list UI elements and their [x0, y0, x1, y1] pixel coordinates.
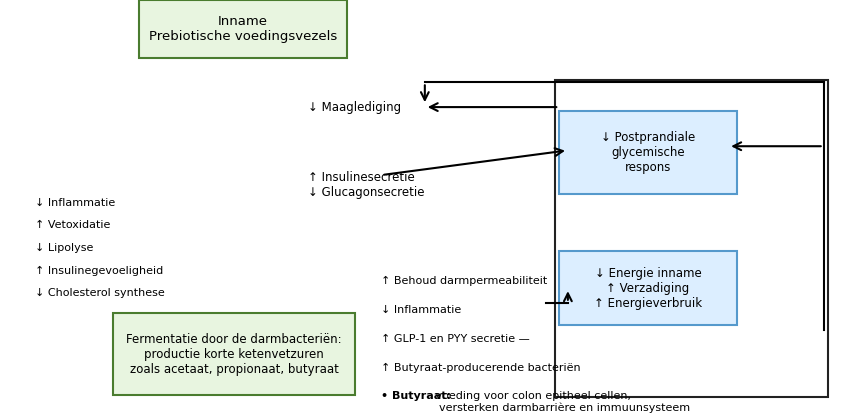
FancyBboxPatch shape [139, 0, 347, 58]
Text: ↑ GLP-1 en PYY secretie —: ↑ GLP-1 en PYY secretie — [381, 334, 531, 344]
Text: • Butyraat:: • Butyraat: [381, 391, 452, 401]
FancyBboxPatch shape [113, 313, 355, 395]
Text: Fermentatie door de darmbacteriën:
productie korte ketenvetzuren
zoals acetaat, : Fermentatie door de darmbacteriën: produ… [127, 333, 342, 376]
FancyBboxPatch shape [559, 111, 737, 194]
Text: ↓ Maaglediging: ↓ Maaglediging [308, 101, 401, 114]
Text: ↓ Inflammatie: ↓ Inflammatie [381, 305, 462, 315]
Text: ↑ Behoud darmpermeabiliteit: ↑ Behoud darmpermeabiliteit [381, 276, 548, 286]
FancyBboxPatch shape [559, 251, 737, 325]
Text: ↑ Insulinesecretie
↓ Glucagonsecretie: ↑ Insulinesecretie ↓ Glucagonsecretie [308, 171, 424, 199]
Text: ↓ Postprandiale
glycemische
respons: ↓ Postprandiale glycemische respons [601, 131, 695, 174]
Text: voeding voor colon epitheel cellen,
  versterken darmbarrière en immuunsysteem: voeding voor colon epitheel cellen, vers… [432, 391, 690, 413]
Text: Inname
Prebiotische voedingsvezels: Inname Prebiotische voedingsvezels [148, 15, 337, 43]
Text: ↑ Vetoxidatie: ↑ Vetoxidatie [35, 220, 110, 230]
Text: ↓ Lipolyse: ↓ Lipolyse [35, 243, 93, 253]
Text: ↓ Energie inname
↑ Verzadiging
↑ Energieverbruik: ↓ Energie inname ↑ Verzadiging ↑ Energie… [594, 267, 702, 310]
Text: ↓ Cholesterol synthese: ↓ Cholesterol synthese [35, 288, 165, 298]
Text: ↑ Insulinegevoeligheid: ↑ Insulinegevoeligheid [35, 266, 163, 276]
Text: ↓ Inflammatie: ↓ Inflammatie [35, 198, 115, 208]
Text: ↑ Butyraat-producerende bacteriën: ↑ Butyraat-producerende bacteriën [381, 362, 581, 372]
